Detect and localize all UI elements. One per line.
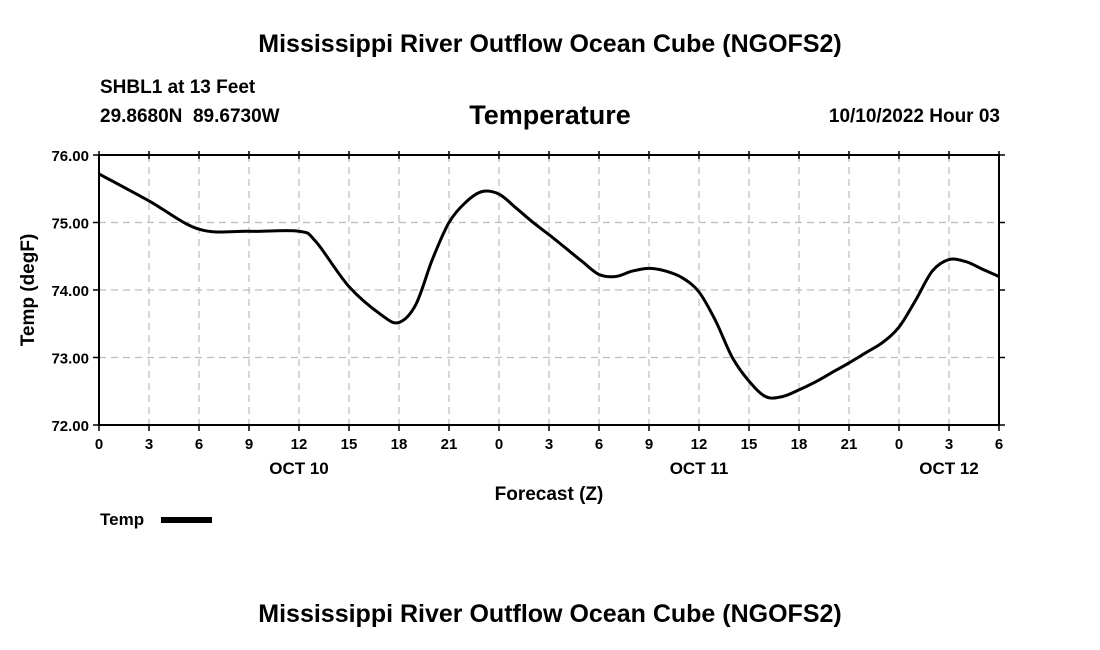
x-tick-label: 12 [691, 436, 708, 453]
x-tick-label: 6 [195, 436, 203, 453]
y-axis-label: Temp (degF) [18, 234, 39, 347]
y-tick-label: 73.00 [51, 351, 89, 368]
x-tick-label: 15 [341, 436, 358, 453]
x-tick-label: 6 [595, 436, 603, 453]
y-tick-label: 72.00 [51, 418, 89, 435]
x-tick-label: 0 [95, 436, 103, 453]
footer-title: Mississippi River Outflow Ocean Cube (NG… [258, 600, 842, 628]
x-tick-label: 3 [545, 436, 553, 453]
x-tick-label: 9 [245, 436, 253, 453]
x-tick-label: 18 [391, 436, 408, 453]
y-tick-label: 74.00 [51, 283, 89, 300]
x-date-label: OCT 10 [269, 459, 329, 478]
y-tick-label: 76.00 [51, 148, 89, 165]
x-tick-label: 12 [291, 436, 308, 453]
x-axis-label: Forecast (Z) [495, 484, 604, 505]
station-coordinates: 29.8680N 89.6730W [100, 106, 280, 127]
x-tick-label: 6 [995, 436, 1003, 453]
legend-line-swatch [161, 517, 212, 523]
x-tick-label: 3 [145, 436, 153, 453]
x-tick-label: 15 [741, 436, 758, 453]
x-tick-label: 21 [441, 436, 458, 453]
x-date-label: OCT 12 [919, 459, 979, 478]
x-tick-label: 0 [495, 436, 503, 453]
x-date-label: OCT 11 [670, 459, 729, 478]
run-time-label: 10/10/2022 Hour 03 [828, 106, 1000, 127]
chart-title: Temperature [469, 100, 631, 130]
legend-label: Temp [100, 510, 144, 529]
y-tick-label: 75.00 [51, 216, 89, 233]
temp-series-line [98, 172, 1000, 400]
x-tick-label: 0 [895, 436, 903, 453]
x-tick-label: 18 [791, 436, 808, 453]
x-tick-label: 3 [945, 436, 953, 453]
station-label: SHBL1 at 13 Feet [100, 77, 256, 98]
x-tick-label: 21 [841, 436, 858, 453]
page-title: Mississippi River Outflow Ocean Cube (NG… [258, 30, 842, 58]
x-tick-label: 9 [645, 436, 653, 453]
